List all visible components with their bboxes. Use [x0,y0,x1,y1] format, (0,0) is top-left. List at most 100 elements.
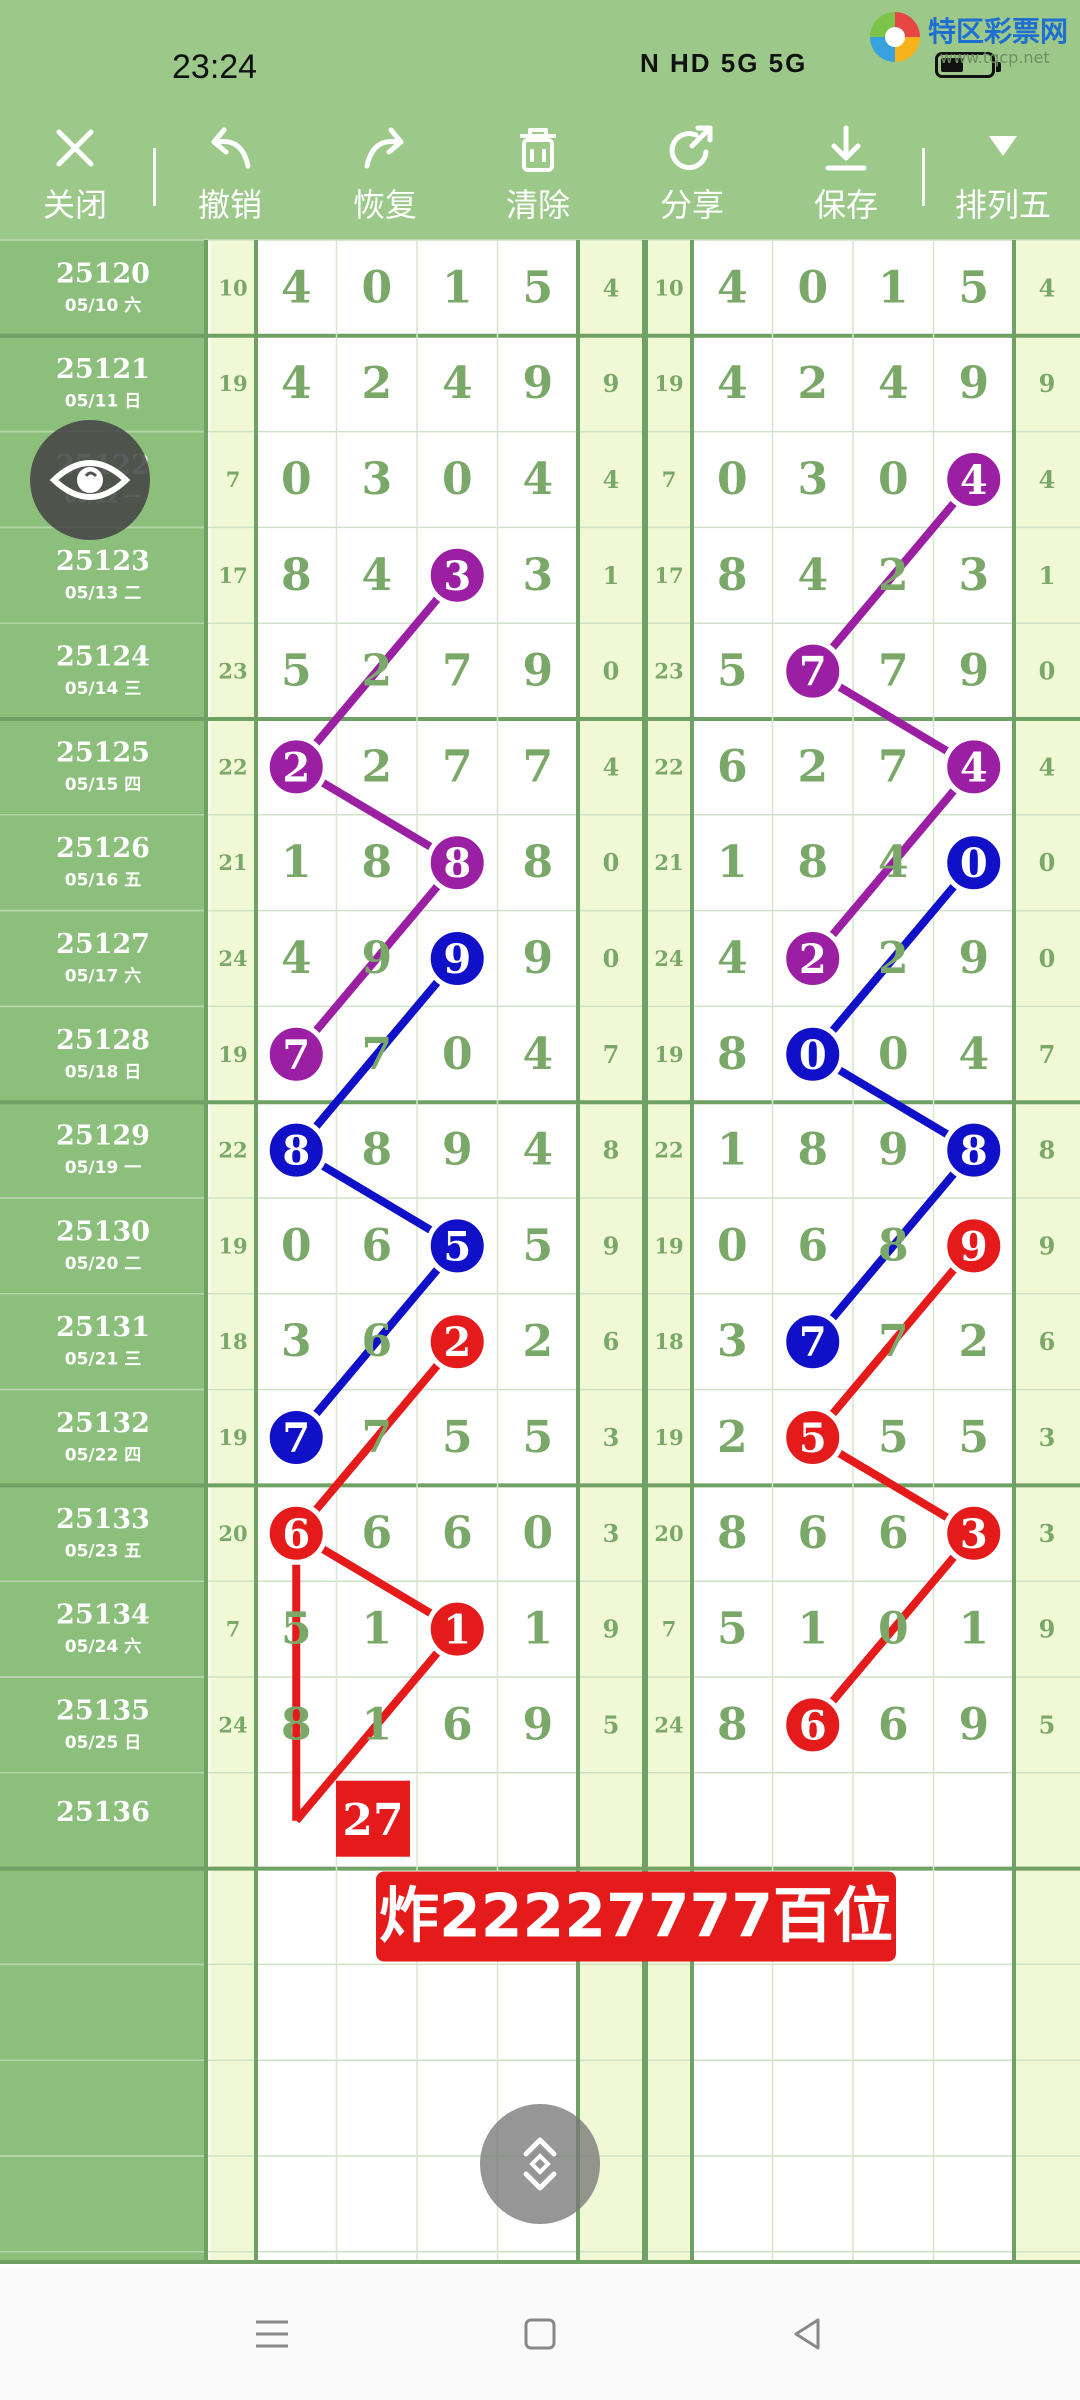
close-button[interactable]: 关闭 [5,110,145,240]
trend-connector-line [808,858,978,1059]
digit-cell: 6 [797,1508,828,1559]
highlight-digit: 2 [443,1319,471,1366]
sum-value: 22 [218,754,247,779]
highlight-circle[interactable] [942,831,1006,895]
digit-cell: 8 [522,837,553,888]
highlight-circle[interactable] [264,1501,328,1565]
span-value: 1 [1039,561,1056,590]
highlight-circle[interactable] [425,543,489,607]
sum-value: 20 [654,1521,683,1546]
menu-icon[interactable] [250,2312,294,2356]
save-button[interactable]: 保存 [776,110,916,240]
issue-date: 05/20 二 [65,1254,141,1274]
highlight-circle[interactable] [942,1118,1006,1182]
span-value: 6 [1039,1327,1056,1356]
digit-cell: 1 [281,837,312,888]
digit-cell: 1 [361,1699,392,1750]
highlight-circle[interactable] [781,927,845,990]
issue-date: 05/24 六 [65,1636,141,1657]
highlight-circle[interactable] [942,448,1006,511]
highlight-circle[interactable] [781,1310,845,1374]
digit-cell: 7 [878,646,909,697]
span-value: 4 [603,752,620,781]
span-value: 7 [603,1040,620,1069]
highlight-circle[interactable] [942,1214,1006,1278]
digit-cell: 4 [281,262,312,313]
digit-cell: 7 [361,1029,392,1080]
trend-connector-line [292,954,462,1155]
span-value: 4 [603,273,620,302]
sum-value: 22 [218,1138,247,1163]
highlight-circle[interactable] [942,1501,1006,1565]
redo-label: 恢复 [352,186,417,224]
highlight-digit: 9 [960,1223,988,1270]
highlight-circle[interactable] [264,1406,328,1469]
back-icon[interactable] [786,2312,830,2356]
highlight-circle[interactable] [425,1310,489,1374]
span-value: 9 [1039,369,1056,398]
trend-connector-line [292,858,462,1059]
highlight-circle[interactable] [264,735,328,799]
redo-button[interactable]: 恢复 [315,110,455,240]
digit-cell: 2 [797,358,828,409]
digit-cell: 0 [878,1604,909,1655]
highlight-circle[interactable] [264,1022,328,1086]
highlight-digit: 5 [799,1415,827,1462]
issue-number: 25127 [56,929,150,960]
issue-number: 25136 [56,1797,150,1828]
span-value: 7 [1039,1040,1056,1069]
highlight-digit: 2 [799,936,827,983]
digit-cell: 6 [717,741,748,792]
trash-icon [520,128,556,172]
span-value: 9 [603,369,620,398]
highlight-circle[interactable] [425,1214,489,1278]
highlight-circle[interactable] [781,639,845,703]
highlight-circle[interactable] [781,1406,845,1469]
digit-cell: 9 [958,358,989,409]
prediction-box-text: 27 [342,1795,403,1846]
issue-number: 25134 [56,1600,150,1631]
highlight-digit: 5 [443,1223,471,1270]
digit-cell: 4 [717,933,748,984]
clear-button[interactable]: 清除 [468,110,608,240]
digit-cell: 2 [522,1316,553,1367]
highlight-circle[interactable] [942,735,1006,799]
highlight-circle[interactable] [264,1118,328,1182]
highlight-circle[interactable] [425,831,489,895]
highlight-circle[interactable] [781,1693,845,1757]
scroll-toggle-button[interactable] [480,2104,600,2224]
close-label: 关闭 [42,186,107,224]
sum-value: 17 [218,563,247,588]
lottery-type-selector[interactable]: 排列五 [933,110,1073,240]
highlight-circle[interactable] [781,1022,845,1086]
digit-cell: 0 [281,1220,312,1271]
highlight-digit: 6 [799,1702,827,1749]
home-icon[interactable] [518,2312,562,2356]
undo-button[interactable]: 撤销 [160,110,300,240]
span-value: 9 [1039,1231,1056,1260]
digit-cell: 9 [522,933,553,984]
digit-cell: 3 [717,1316,748,1367]
sum-value: 24 [218,1712,247,1737]
sum-value: 10 [218,275,247,300]
digit-cell: 0 [878,1029,909,1080]
span-value: 9 [603,1615,620,1644]
highlight-digit: 8 [282,1128,310,1175]
issue-date: 05/25 日 [65,1733,141,1753]
digit-cell: 5 [281,646,312,697]
highlight-circle[interactable] [425,927,489,990]
digit-cell: 9 [958,933,989,984]
highlight-digit: 1 [443,1607,471,1654]
share-button[interactable]: 分享 [622,110,762,240]
span-value: 9 [1039,1615,1056,1644]
eye-toggle-button[interactable] [30,420,150,540]
highlight-digit: 7 [799,649,827,696]
highlight-circle[interactable] [425,1597,489,1661]
trend-connector-line [808,1241,978,1442]
trend-connector-line [293,1626,461,1824]
digit-cell: 8 [281,1699,312,1750]
issue-number: 25128 [56,1025,150,1056]
highlight-digit: 3 [443,553,471,600]
issue-date: 05/18 日 [65,1062,141,1082]
